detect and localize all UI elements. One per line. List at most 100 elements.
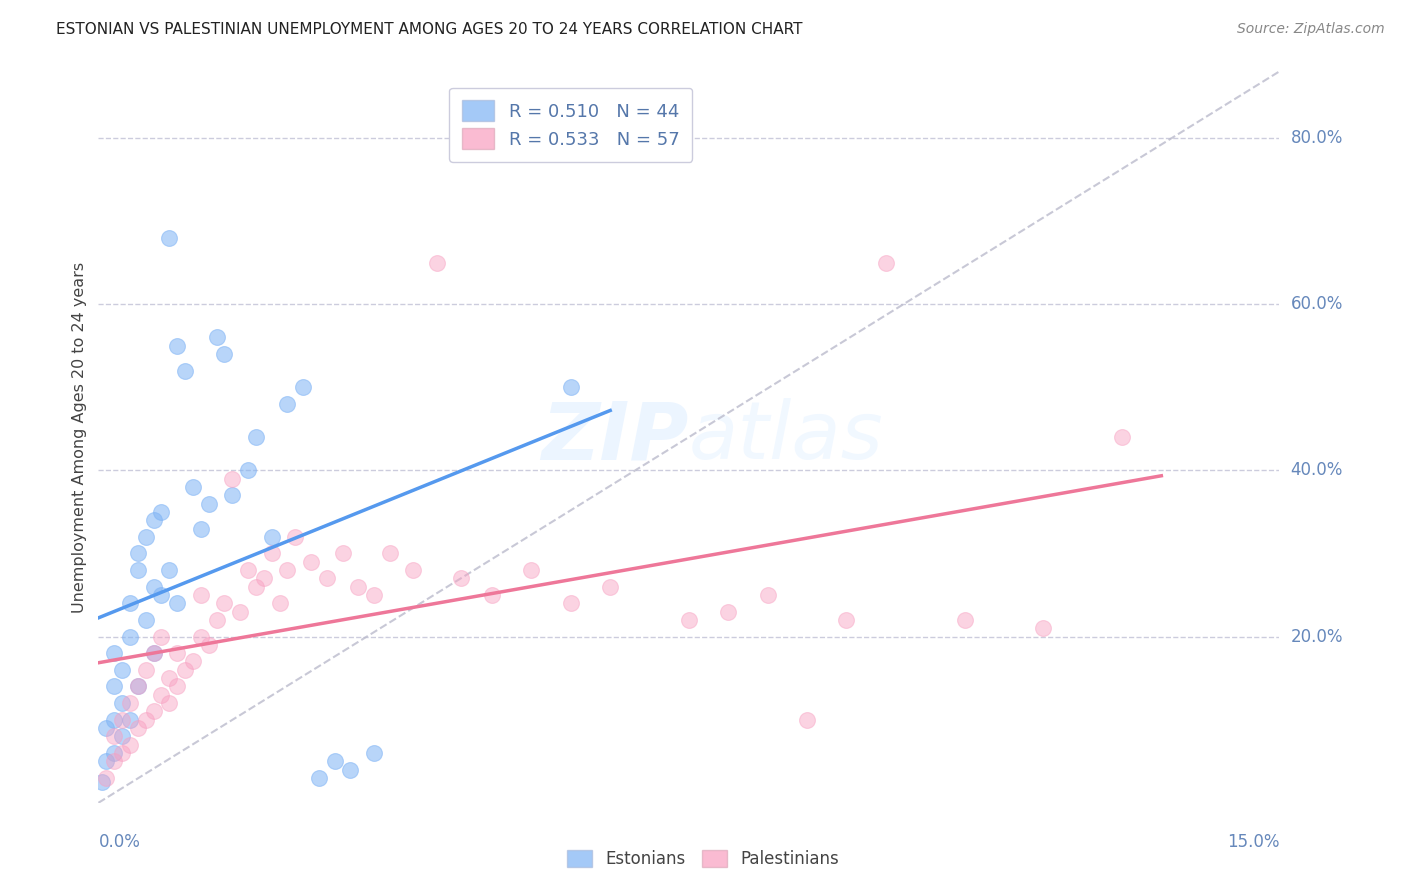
Point <box>127 680 149 694</box>
Point <box>205 330 228 344</box>
Point <box>1111 430 1133 444</box>
Point <box>118 630 141 644</box>
Point <box>166 680 188 694</box>
Point <box>308 771 330 785</box>
Point <box>835 613 858 627</box>
Point <box>197 638 219 652</box>
Point <box>236 463 259 477</box>
Point <box>245 430 267 444</box>
Point <box>717 605 740 619</box>
Point <box>953 613 976 627</box>
Point <box>174 663 197 677</box>
Point <box>332 546 354 560</box>
Text: Source: ZipAtlas.com: Source: ZipAtlas.com <box>1237 22 1385 37</box>
Point <box>181 655 204 669</box>
Point <box>150 630 173 644</box>
Text: 0.0%: 0.0% <box>98 833 141 851</box>
Point <box>347 580 370 594</box>
Point <box>560 380 582 394</box>
Point <box>197 497 219 511</box>
Point <box>103 680 125 694</box>
Point <box>560 596 582 610</box>
Point <box>103 646 125 660</box>
Point <box>221 472 243 486</box>
Point <box>135 613 157 627</box>
Point <box>157 563 180 577</box>
Point <box>260 546 283 560</box>
Point <box>150 688 173 702</box>
Point <box>276 397 298 411</box>
Point <box>756 588 779 602</box>
Point <box>142 580 165 594</box>
Point <box>205 613 228 627</box>
Point <box>166 646 188 660</box>
Point <box>96 754 118 768</box>
Point <box>378 546 401 560</box>
Point <box>127 680 149 694</box>
Point <box>111 713 134 727</box>
Point <box>292 380 315 394</box>
Point <box>111 746 134 760</box>
Point <box>190 588 212 602</box>
Point <box>253 571 276 585</box>
Point <box>111 729 134 743</box>
Point <box>875 255 897 269</box>
Point <box>103 746 125 760</box>
Point <box>190 521 212 535</box>
Text: 40.0%: 40.0% <box>1291 461 1343 479</box>
Point <box>214 596 236 610</box>
Text: 80.0%: 80.0% <box>1291 128 1343 147</box>
Legend: R = 0.510   N = 44, R = 0.533   N = 57: R = 0.510 N = 44, R = 0.533 N = 57 <box>450 87 692 162</box>
Point <box>127 721 149 735</box>
Point <box>150 588 173 602</box>
Text: 15.0%: 15.0% <box>1227 833 1279 851</box>
Point <box>269 596 291 610</box>
Point <box>1032 621 1054 635</box>
Point <box>150 505 173 519</box>
Point <box>190 630 212 644</box>
Point <box>796 713 818 727</box>
Point <box>276 563 298 577</box>
Text: ZIP: ZIP <box>541 398 689 476</box>
Text: 20.0%: 20.0% <box>1291 628 1343 646</box>
Text: 60.0%: 60.0% <box>1291 295 1343 313</box>
Point <box>103 713 125 727</box>
Point <box>678 613 700 627</box>
Point <box>166 338 188 352</box>
Point <box>157 696 180 710</box>
Point <box>166 596 188 610</box>
Point <box>118 596 141 610</box>
Point <box>157 230 180 244</box>
Point <box>284 530 307 544</box>
Point <box>142 646 165 660</box>
Point <box>142 513 165 527</box>
Point <box>315 571 337 585</box>
Y-axis label: Unemployment Among Ages 20 to 24 years: Unemployment Among Ages 20 to 24 years <box>72 261 87 613</box>
Point <box>135 713 157 727</box>
Point <box>299 555 322 569</box>
Point <box>135 663 157 677</box>
Point <box>260 530 283 544</box>
Point <box>236 563 259 577</box>
Point <box>221 488 243 502</box>
Point <box>118 696 141 710</box>
Point <box>157 671 180 685</box>
Point <box>426 255 449 269</box>
Point <box>481 588 503 602</box>
Point <box>599 580 621 594</box>
Point <box>111 696 134 710</box>
Point <box>127 546 149 560</box>
Point <box>520 563 543 577</box>
Point <box>402 563 425 577</box>
Point <box>214 347 236 361</box>
Text: ESTONIAN VS PALESTINIAN UNEMPLOYMENT AMONG AGES 20 TO 24 YEARS CORRELATION CHART: ESTONIAN VS PALESTINIAN UNEMPLOYMENT AMO… <box>56 22 803 37</box>
Point <box>181 480 204 494</box>
Point <box>323 754 346 768</box>
Point <box>229 605 252 619</box>
Point <box>103 729 125 743</box>
Point <box>142 705 165 719</box>
Point <box>127 563 149 577</box>
Point <box>118 738 141 752</box>
Point <box>174 363 197 377</box>
Point <box>118 713 141 727</box>
